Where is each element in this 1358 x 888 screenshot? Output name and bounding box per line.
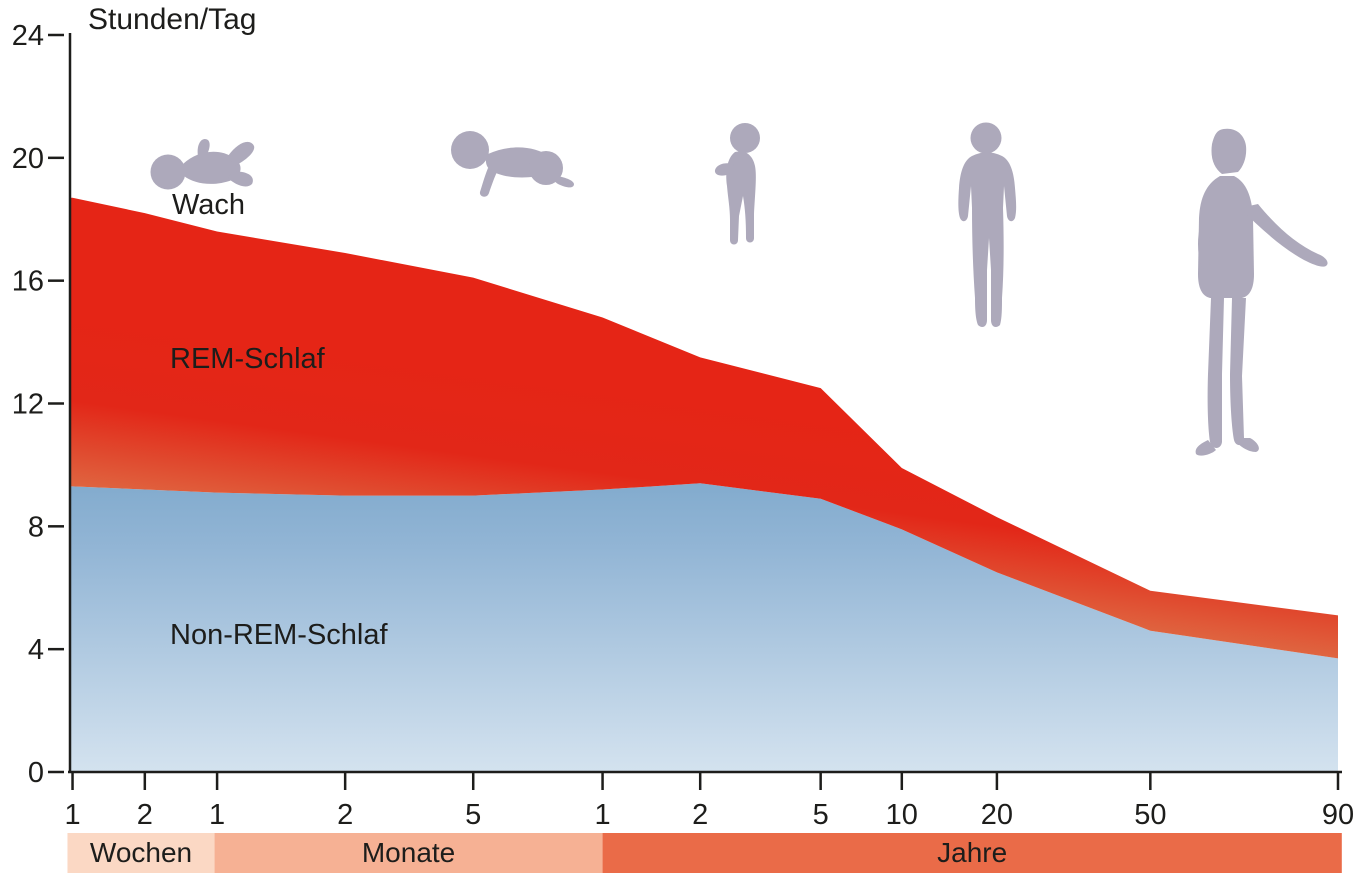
x-tick-label: 1 (209, 799, 225, 831)
child-standing-silhouette (958, 122, 1017, 328)
age-band-monate (214, 833, 603, 873)
age-band-label: Wochen (90, 837, 192, 868)
rem-sleep-area-label: REM-Schlaf (170, 343, 325, 375)
age-unit-bands: Wochen Monate Jahre (67, 833, 1342, 873)
chart-areas (70, 197, 1338, 772)
x-tick-label: 2 (692, 799, 708, 831)
age-band-jahre (602, 833, 1342, 873)
y-axis-title: Stunden/Tag (88, 3, 257, 36)
x-tick-label: 20 (981, 799, 1013, 831)
awake-area-label: Wach (172, 189, 246, 221)
adult-standing-silhouette (1195, 128, 1328, 456)
y-tick-label: 20 (12, 143, 44, 175)
y-tick-label: 0 (28, 757, 44, 789)
y-tick-label: 8 (28, 511, 44, 543)
x-tick-label: 2 (337, 799, 353, 831)
x-tick-label: 5 (813, 799, 829, 831)
x-tick-label: 50 (1134, 799, 1166, 831)
x-tick-label: 1 (64, 799, 80, 831)
age-band-label: Monate (362, 837, 455, 868)
baby-crawling-silhouette (451, 131, 574, 197)
y-tick-label: 12 (12, 389, 44, 421)
age-band-label: Jahre (937, 837, 1007, 868)
x-tick-label: 10 (886, 799, 918, 831)
toddler-standing-silhouette (714, 123, 760, 245)
non-rem-sleep-area (70, 483, 1338, 772)
x-tick-label: 90 (1322, 799, 1354, 831)
age-band-wochen (67, 833, 215, 873)
newborn-lying-silhouette (150, 138, 255, 190)
x-tick-label: 2 (137, 799, 153, 831)
rem-sleep-area (70, 197, 1338, 659)
y-tick-label: 4 (28, 634, 44, 666)
y-tick-label: 16 (12, 266, 44, 298)
x-tick-label: 1 (594, 799, 610, 831)
x-tick-label: 5 (465, 799, 481, 831)
y-tick-label: 24 (12, 20, 44, 52)
non-rem-sleep-area-label: Non-REM-Schlaf (170, 619, 388, 651)
